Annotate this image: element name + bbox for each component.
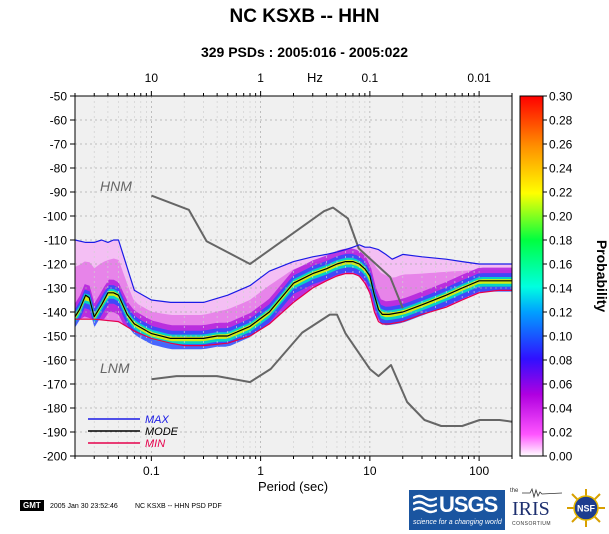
gmt-badge: GMT [20, 500, 44, 511]
usgs-logo: USGS science for a changing world [409, 490, 505, 530]
colorbar-tick-label: 0.28 [549, 114, 573, 128]
y-tick-label: -140 [43, 306, 67, 320]
colorbar-tick-label: 0.26 [549, 138, 573, 152]
x-tick-label: 100 [469, 464, 489, 478]
lnm-line [151, 313, 512, 427]
top-tick-label: 1 [257, 71, 264, 85]
colorbar-tick-label: 0.24 [549, 162, 573, 176]
y-tick-label: -160 [43, 354, 67, 368]
colorbar-tick-label: 0.12 [549, 306, 573, 320]
iris-consortium-label: CONSORTIUM [512, 521, 552, 527]
usgs-tagline: science for a changing world [413, 519, 502, 526]
min-line [75, 273, 512, 347]
y-tick-label: -150 [43, 330, 67, 344]
density-band-core [75, 257, 512, 345]
hnm-line [151, 194, 404, 309]
y-tick-label: -50 [50, 90, 68, 104]
colorbar-tick-label: 0.08 [549, 354, 573, 368]
usgs-wave-icon [413, 494, 437, 514]
x-tick-label: 0.1 [143, 464, 160, 478]
y-tick-label: -170 [43, 378, 67, 392]
iris-prefix: the [510, 488, 519, 494]
legend-label-max: MAX [145, 414, 170, 426]
top-tick-label: 0.1 [362, 71, 379, 85]
colorbar-tick-label: 0.16 [549, 258, 573, 272]
footer-caption: NC KSXB -- HHN PSD PDF [135, 503, 222, 510]
top-tick-label: 0.01 [467, 71, 491, 85]
colorbar-tick-label: 0.04 [549, 402, 573, 416]
footer-timestamp: 2005 Jan 30 23:52:46 [50, 503, 118, 510]
y-tick-label: -100 [43, 210, 67, 224]
iris-wordmark: IRIS [512, 498, 550, 520]
max-line [75, 239, 512, 303]
chart-title: NC KSXB -- HHN [229, 6, 380, 27]
colorbar-ticks: 0.00 0.02 0.04 0.06 0.08 0.10 0.12 0.14 0.16 0.18… [543, 90, 573, 464]
x-tick-label: 10 [363, 464, 377, 478]
colorbar-tick-label: 0.18 [549, 234, 573, 248]
chart-subtitle: 329 PSDs : 2005:016 - 2005:022 [200, 44, 409, 60]
legend-label-min: MIN [145, 438, 165, 450]
colorbar-tick-label: 0.14 [549, 282, 573, 296]
top-tick-label: 10 [145, 71, 159, 85]
y-tick-label: -190 [43, 426, 67, 440]
usgs-wordmark: USGS [439, 492, 498, 517]
y-tick-label: -90 [50, 186, 68, 200]
series-lines [75, 194, 512, 427]
x-axis-label: Period (sec) [258, 479, 328, 494]
colorbar-tick-label: 0.22 [549, 186, 573, 200]
x-tick-label: 1 [257, 464, 264, 478]
y-tick-label: -180 [43, 402, 67, 416]
legend: MAX MODE MIN [88, 414, 179, 450]
mode-line [75, 261, 512, 339]
colorbar-tick-label: 0.30 [549, 90, 573, 104]
colorbar-tick-label: 0.02 [549, 426, 573, 440]
colorbar-tick-label: 0.20 [549, 210, 573, 224]
colorbar [519, 95, 544, 457]
colorbar-tick-label: 0.06 [549, 378, 573, 392]
nsf-wordmark: NSF [577, 504, 596, 514]
iris-logo: the IRIS CONSORTIUM [508, 488, 563, 530]
colorbar-tick-label: 0.10 [549, 330, 573, 344]
annotation-lnm: LNM [100, 360, 130, 376]
legend-label-mode: MODE [145, 426, 179, 438]
y-tick-label: -70 [50, 138, 68, 152]
y-tick-label: -110 [44, 234, 67, 248]
seismogram-icon [522, 488, 562, 498]
y-tick-label: -130 [43, 282, 67, 296]
y-tick-label: -60 [50, 114, 68, 128]
colorbar-label: Probability [594, 240, 609, 313]
axes: -200 -190 -180 -170 -160 -150 -140 -130 -120 -110… [43, 71, 513, 478]
y-tick-label: -120 [43, 258, 67, 272]
nsf-logo: NSF [567, 489, 605, 527]
y-tick-label: -200 [43, 450, 67, 464]
annotation-hnm: HNM [100, 178, 132, 194]
colorbar-tick-label: 0.00 [549, 450, 573, 464]
y-tick-label: -80 [50, 162, 68, 176]
top-axis-unit: Hz [307, 70, 323, 85]
